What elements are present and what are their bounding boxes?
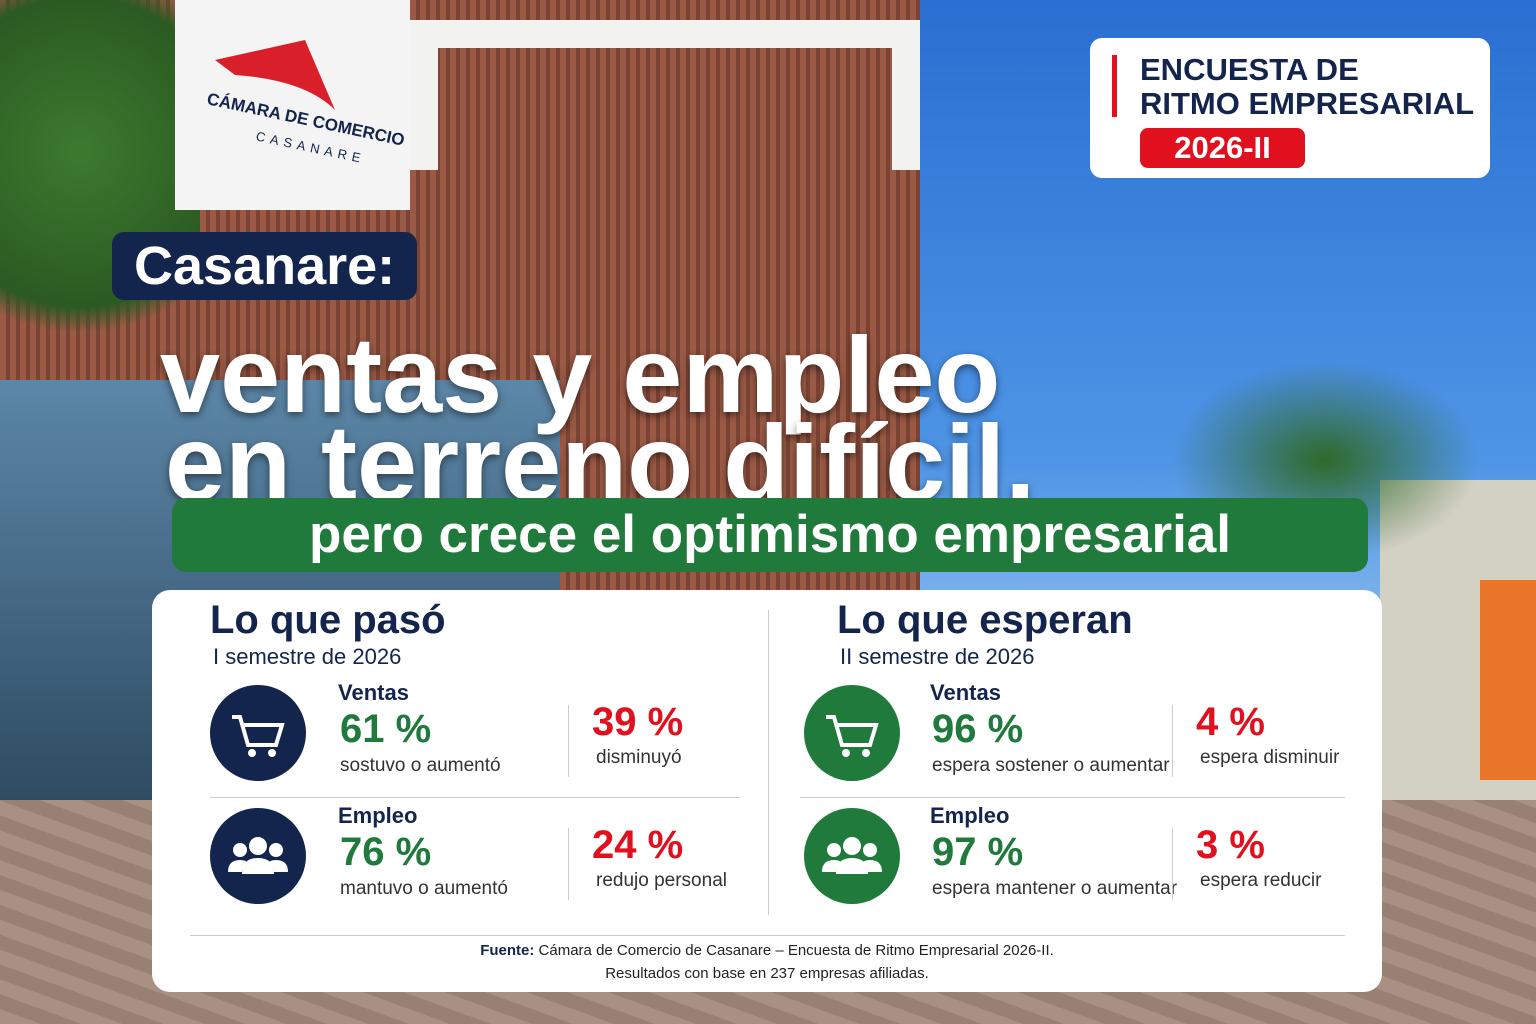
other-text: espera disminuir bbox=[1200, 747, 1340, 768]
other-text: redujo personal bbox=[596, 870, 727, 891]
icon bbox=[826, 715, 879, 757]
main-text: mantuvo o aumentó bbox=[340, 878, 508, 899]
main-value: 76 % bbox=[340, 830, 432, 874]
main-text: espera sostener o aumentar bbox=[932, 755, 1170, 776]
headline-sub: pero crece el optimismo empresarial bbox=[172, 498, 1368, 572]
badge: ENCUESTA DE RITMO EMPRESARIAL 2026-II bbox=[1090, 38, 1490, 178]
source: Fuente: Cámara de Comercio de Casanare –… bbox=[152, 942, 1382, 959]
badge-bar bbox=[1112, 55, 1117, 117]
orange-wall bbox=[1480, 580, 1536, 780]
headline: ventas y empleo bbox=[160, 314, 1001, 435]
badge-period: 2026-II bbox=[1140, 128, 1305, 168]
badge-text: ENCUESTA DE bbox=[1140, 52, 1359, 87]
icon-circle bbox=[210, 685, 306, 781]
divider bbox=[800, 797, 1345, 798]
panel-subtitle: I semestre de 2026 bbox=[213, 644, 402, 669]
panel-title: Lo que esperan bbox=[837, 598, 1133, 642]
other-text: espera reducir bbox=[1200, 870, 1322, 891]
frame bbox=[410, 20, 920, 170]
headline-place: Casanare: bbox=[112, 232, 418, 300]
badge-text: RITMO EMPRESARIAL bbox=[1140, 86, 1475, 121]
icon-circle bbox=[804, 685, 900, 781]
sign-logo bbox=[215, 40, 335, 110]
source-text: Cámara de Comercio de Casanare – Encuest… bbox=[538, 942, 1054, 959]
source-label: Fuente: bbox=[480, 942, 535, 959]
divider bbox=[190, 935, 1345, 936]
main-value: 97 % bbox=[932, 830, 1024, 874]
row-label: Empleo bbox=[338, 803, 418, 828]
main-value: 61 % bbox=[340, 707, 432, 751]
panel: Fuente: Cámara de Comercio de Casanare –… bbox=[152, 590, 1382, 992]
divider bbox=[568, 705, 569, 777]
other-value: 24 % bbox=[592, 823, 684, 867]
icon-circle bbox=[210, 808, 306, 904]
source-note: Resultados con base en 237 empresas afil… bbox=[605, 965, 929, 982]
other-value: 39 % bbox=[592, 700, 684, 744]
row-label: Ventas bbox=[930, 680, 1001, 705]
main-text: sostuvo o aumentó bbox=[340, 755, 501, 776]
other-value: 4 % bbox=[1196, 700, 1265, 744]
main-text: espera mantener o aumentar bbox=[932, 878, 1178, 899]
tree bbox=[0, 0, 200, 380]
panel-subtitle: II semestre de 2026 bbox=[840, 644, 1035, 669]
main-value: 96 % bbox=[932, 707, 1024, 751]
icon bbox=[232, 715, 285, 757]
divider bbox=[1172, 705, 1173, 777]
divider bbox=[1172, 828, 1173, 900]
row-label: Empleo bbox=[930, 803, 1010, 828]
icon-circle bbox=[804, 808, 900, 904]
sign: CÁMARA DE COMERCIO CASANARE bbox=[175, 0, 410, 210]
panel-title: Lo que pasó bbox=[210, 598, 446, 642]
divider bbox=[210, 797, 740, 798]
row-label: Ventas bbox=[338, 680, 409, 705]
icon bbox=[822, 837, 882, 874]
other-value: 3 % bbox=[1196, 823, 1265, 867]
divider bbox=[768, 610, 769, 915]
divider bbox=[568, 828, 569, 900]
icon bbox=[228, 837, 288, 874]
other-text: disminuyó bbox=[596, 747, 682, 768]
